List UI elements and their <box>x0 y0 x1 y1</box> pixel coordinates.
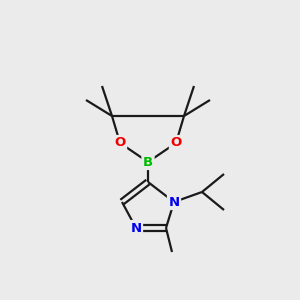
Text: B: B <box>143 155 153 169</box>
Text: O: O <box>114 136 126 149</box>
Text: N: N <box>168 196 180 208</box>
Text: N: N <box>130 221 142 235</box>
Text: O: O <box>170 136 182 149</box>
